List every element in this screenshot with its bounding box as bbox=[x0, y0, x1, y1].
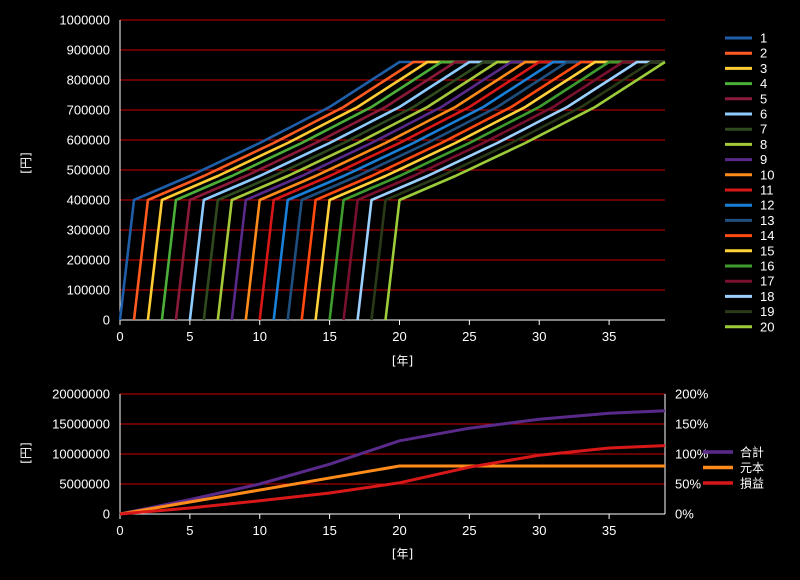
x-tick-label: 0 bbox=[116, 329, 123, 344]
x-tick-label: 25 bbox=[462, 329, 476, 344]
series-line-18 bbox=[356, 60, 665, 321]
series-line-19 bbox=[370, 60, 665, 321]
x-tick-label: 5 bbox=[186, 329, 193, 344]
legend-label: 13 bbox=[760, 213, 774, 228]
legend-label: 12 bbox=[760, 198, 774, 213]
series-group-2 bbox=[119, 409, 666, 516]
series-line-20 bbox=[384, 60, 666, 321]
y2-tick-label: 200% bbox=[675, 387, 709, 402]
y2-tick-label: 0% bbox=[675, 507, 694, 522]
series-line-17 bbox=[342, 60, 665, 321]
legend-label: 3 bbox=[760, 61, 767, 76]
series-line-8 bbox=[216, 60, 665, 321]
series-line-14 bbox=[300, 60, 665, 321]
y-axis-label: [円] bbox=[19, 442, 33, 463]
x-tick-label: 10 bbox=[253, 523, 267, 538]
x-tick-label: 15 bbox=[322, 523, 336, 538]
series-line-4 bbox=[160, 60, 665, 321]
legend-label: 15 bbox=[760, 243, 774, 258]
x-axis-label: [年] bbox=[392, 354, 413, 368]
legend-label: 20 bbox=[760, 319, 774, 334]
legend-label: 10 bbox=[760, 167, 774, 182]
series-line-3 bbox=[146, 60, 665, 321]
series-line-1 bbox=[118, 60, 665, 321]
y-tick-label: 600000 bbox=[67, 133, 110, 148]
legend-label: 11 bbox=[760, 183, 774, 198]
series-line-15 bbox=[314, 60, 665, 321]
series-line-10 bbox=[244, 60, 665, 321]
y-tick-label: 400000 bbox=[67, 193, 110, 208]
x-tick-label: 20 bbox=[392, 329, 406, 344]
legend-label: 8 bbox=[760, 137, 767, 152]
x-tick-label: 35 bbox=[602, 329, 616, 344]
series-line-13 bbox=[286, 60, 665, 321]
series-line-2 bbox=[132, 60, 665, 321]
y2-tick-label: 50% bbox=[675, 477, 701, 492]
legend-label: 19 bbox=[760, 304, 774, 319]
legend-label: 6 bbox=[760, 107, 767, 122]
x-tick-label: 15 bbox=[322, 329, 336, 344]
y-tick-label: 5000000 bbox=[59, 477, 110, 492]
legend-label: 18 bbox=[760, 289, 774, 304]
x-tick-label: 0 bbox=[116, 523, 123, 538]
legend-label: 16 bbox=[760, 259, 774, 274]
x-tick-label: 35 bbox=[602, 523, 616, 538]
y-tick-label: 900000 bbox=[67, 43, 110, 58]
y-axis-label: [円] bbox=[19, 152, 33, 173]
y-tick-label: 0 bbox=[103, 313, 110, 328]
series-line-元本 bbox=[119, 464, 665, 516]
series-line-11 bbox=[258, 60, 665, 321]
series-line-12 bbox=[272, 60, 665, 321]
x-axis-label: [年] bbox=[392, 547, 413, 561]
x-tick-label: 10 bbox=[253, 329, 267, 344]
legend-label: 2 bbox=[760, 46, 767, 61]
legend-label: 7 bbox=[760, 122, 767, 137]
chart-2: 0 0%5000000 50%10000000 100%15000000 150%200… bbox=[19, 387, 764, 562]
y2-tick-label: 150% bbox=[675, 417, 709, 432]
legend-label: 9 bbox=[760, 152, 767, 167]
y-tick-label: 100000 bbox=[67, 283, 110, 298]
chart-1: 0 100000 200000 300000 400000 500000 600000 700… bbox=[19, 13, 774, 369]
series-line-7 bbox=[202, 60, 665, 321]
y-tick-label: 300000 bbox=[67, 223, 110, 238]
legend-label: 5 bbox=[760, 91, 767, 106]
y-tick-label: 20000000 bbox=[52, 387, 110, 402]
y-tick-label: 0 bbox=[103, 507, 110, 522]
series-line-9 bbox=[230, 60, 665, 321]
y2-tick-label: 100% bbox=[675, 447, 709, 462]
legend-label: 元本 bbox=[740, 461, 764, 475]
series-line-合計 bbox=[119, 409, 666, 516]
series-line-6 bbox=[188, 60, 665, 321]
y-tick-label: 800000 bbox=[67, 73, 110, 88]
legend-label: 合計 bbox=[740, 445, 764, 460]
y-tick-label: 15000000 bbox=[52, 417, 110, 432]
series-line-損益 bbox=[119, 444, 666, 516]
x-tick-label: 30 bbox=[532, 329, 546, 344]
y-tick-label: 500000 bbox=[67, 163, 110, 178]
series-group-1 bbox=[118, 60, 666, 321]
x-tick-label: 5 bbox=[186, 523, 193, 538]
x-tick-label: 30 bbox=[532, 523, 546, 538]
legend-label: 4 bbox=[760, 76, 767, 91]
x-tick-label: 20 bbox=[392, 523, 406, 538]
legend-label: 17 bbox=[760, 274, 774, 289]
series-line-16 bbox=[328, 60, 665, 321]
x-tick-label: 25 bbox=[462, 523, 476, 538]
y-tick-label: 700000 bbox=[67, 103, 110, 118]
series-line-5 bbox=[174, 60, 665, 321]
y-tick-label: 10000000 bbox=[52, 447, 110, 462]
legend-label: 14 bbox=[760, 228, 774, 243]
y-tick-label: 200000 bbox=[67, 253, 110, 268]
legend-label: 1 bbox=[760, 31, 767, 46]
y-tick-label: 1000000 bbox=[59, 13, 110, 28]
legend-label: 損益 bbox=[740, 476, 764, 491]
